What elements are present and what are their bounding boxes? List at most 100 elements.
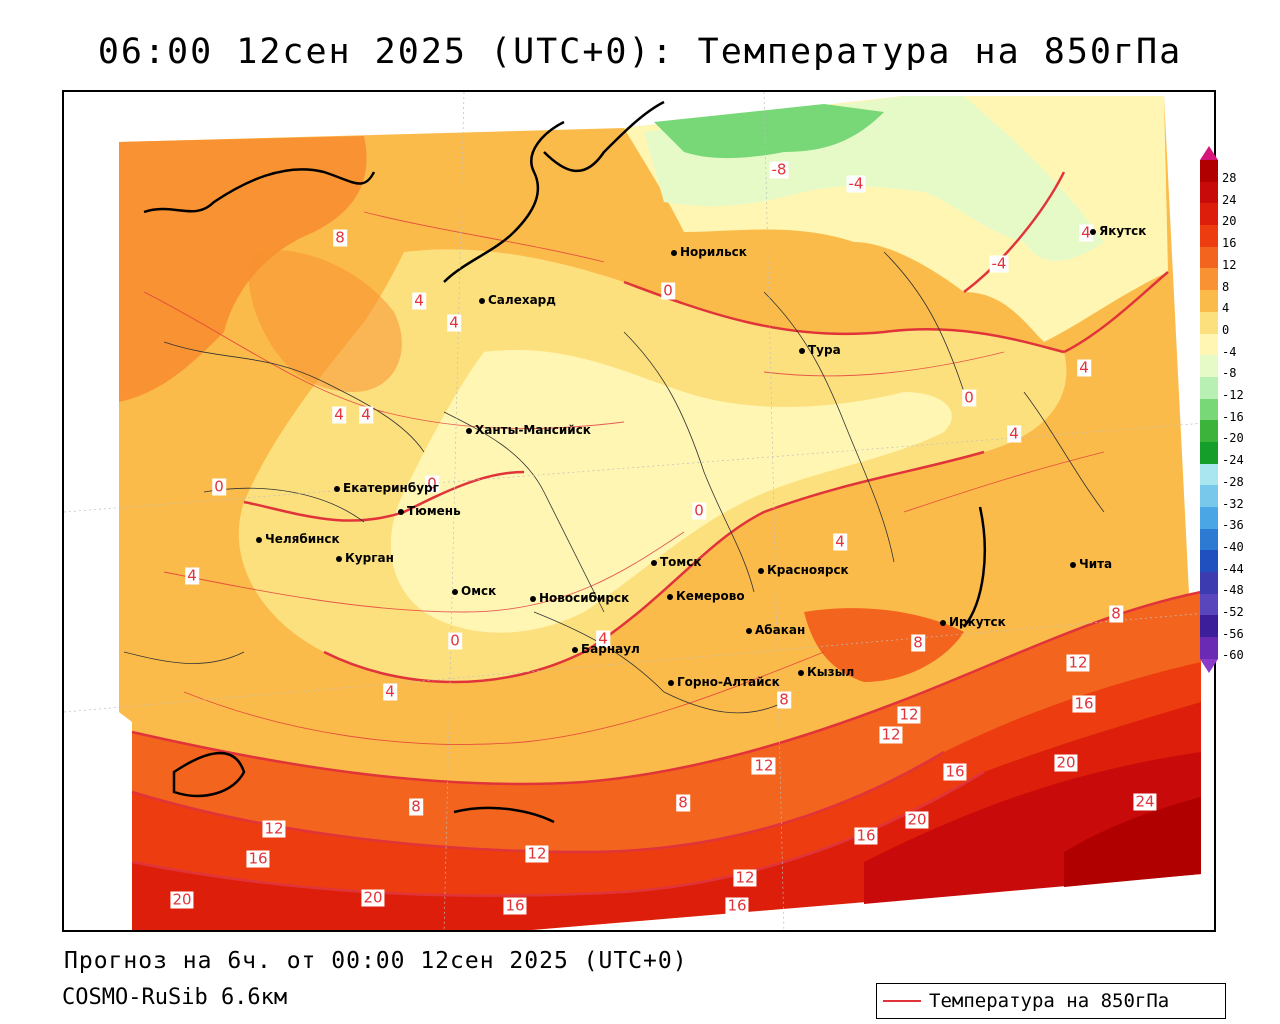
- colorbar-tick-label: 24: [1222, 192, 1237, 207]
- city-label: Иркутск: [940, 615, 1006, 629]
- colorbar-swatch: [1200, 441, 1218, 464]
- contour-label: 4: [412, 291, 426, 310]
- contour-label: 0: [212, 477, 226, 496]
- contour-label: 12: [879, 725, 903, 744]
- colorbar-tick-label: 12: [1222, 257, 1237, 272]
- city-label: Барнаул: [572, 642, 640, 656]
- contour-label: 4: [447, 313, 461, 332]
- colorbar-swatch: [1200, 160, 1218, 182]
- contour-label: 4: [359, 405, 373, 424]
- colorbar-swatch: [1200, 290, 1218, 312]
- colorbar-swatch: [1200, 463, 1218, 486]
- colorbar-tick-label: -8: [1222, 366, 1237, 381]
- contour-label: 0: [448, 631, 462, 650]
- city-label: Горно-Алтайск: [668, 675, 780, 689]
- city-label: Омск: [452, 584, 496, 598]
- city-label: Курган: [336, 551, 394, 565]
- contour-label: 12: [733, 868, 757, 887]
- colorbar-swatch: [1200, 246, 1218, 269]
- map-canvas: [64, 92, 1214, 930]
- city-label: Чита: [1070, 557, 1112, 571]
- ural-warm-patch: [248, 250, 402, 392]
- contour-label: 16: [725, 896, 749, 915]
- contour-label: 20: [170, 890, 194, 909]
- contour-label: 24: [1133, 792, 1157, 811]
- model-name: COSMO-RuSib 6.6км: [62, 985, 288, 1010]
- contour-label: 0: [962, 388, 976, 407]
- colorbar-swatch: [1200, 333, 1218, 356]
- colorbar-tick-label: -40: [1222, 539, 1244, 554]
- contour-label: 8: [1109, 604, 1123, 623]
- colorbar-tick-label: -12: [1222, 388, 1244, 402]
- colorbar-tick-label: 4: [1222, 301, 1230, 316]
- colorbar-tick-label: -56: [1222, 626, 1244, 641]
- city-label: Челябинск: [256, 532, 340, 546]
- contour-label: 20: [905, 810, 929, 829]
- city-label: Абакан: [746, 623, 805, 637]
- colorbar-swatch: [1200, 550, 1218, 573]
- contour-label: 16: [1072, 694, 1096, 713]
- colorbar-swatch: [1200, 528, 1218, 551]
- contour-label: 20: [1054, 753, 1078, 772]
- colorbar-tick-label: -36: [1222, 518, 1244, 533]
- city-label: Ханты-Мансийск: [466, 423, 591, 437]
- contour-label: 0: [661, 281, 675, 300]
- colorbar-tick-label: -20: [1222, 431, 1244, 446]
- colorbar-tick-label: 16: [1222, 236, 1237, 251]
- colorbar-swatch: [1200, 203, 1218, 226]
- city-label: Норильск: [671, 245, 747, 259]
- city-label: Кызыл: [798, 665, 854, 679]
- contour-label: 8: [777, 690, 791, 709]
- contour-label: 20: [361, 888, 385, 907]
- legend-line-swatch: [883, 1000, 921, 1002]
- colorbar-tick-label: -24: [1222, 453, 1244, 468]
- contour-label: -4: [989, 254, 1009, 273]
- colorbar-tick-label: 28: [1222, 171, 1237, 185]
- contour-label: 8: [409, 797, 423, 816]
- colorbar-swatch: [1200, 485, 1218, 507]
- page-title: 06:00 12сен 2025 (UTC+0): Температура на…: [97, 32, 1183, 72]
- colorbar-swatch: [1200, 376, 1218, 399]
- colorbar-tick-label: -48: [1222, 583, 1244, 598]
- contour-label: -4: [846, 174, 866, 193]
- colorbar-swatch: [1200, 268, 1218, 291]
- city-label: Салехард: [479, 293, 556, 307]
- city-label: Новосибирск: [530, 591, 629, 605]
- colorbar-swatches: [1200, 160, 1218, 659]
- colorbar-tick-label: 0: [1222, 322, 1230, 337]
- map-legend: Температура на 850гПа: [876, 983, 1226, 1019]
- contour-label: 4: [1007, 424, 1021, 443]
- contour-label: -8: [769, 160, 789, 179]
- colorbar-swatch: [1200, 637, 1218, 659]
- colorbar-swatch: [1200, 225, 1218, 247]
- contour-label: 4: [383, 682, 397, 701]
- contour-label: 16: [246, 849, 270, 868]
- contour-label: 8: [333, 228, 347, 247]
- colorbar-tick-label: 20: [1222, 214, 1237, 229]
- contour-label: 4: [185, 566, 199, 585]
- colorbar-tick-label: -52: [1222, 605, 1244, 619]
- city-label: Тура: [799, 343, 841, 357]
- colorbar-swatch: [1200, 572, 1218, 594]
- contour-label: 12: [752, 756, 776, 775]
- colorbar-tick-label: -32: [1222, 496, 1244, 511]
- contour-label: 4: [833, 532, 847, 551]
- baikal-warm-zone: [804, 608, 964, 682]
- colorbar-tick-label: -44: [1222, 561, 1244, 576]
- contour-label: 12: [897, 705, 921, 724]
- colorbar-tick-label: -28: [1222, 474, 1244, 489]
- colorbar-swatch: [1200, 311, 1218, 334]
- legend-label: Температура на 850гПа: [929, 990, 1170, 1012]
- contour-label: 12: [525, 844, 549, 863]
- colorbar-tick-label: -4: [1222, 344, 1237, 359]
- west-warm-patch: [119, 136, 367, 402]
- colorbar: [1200, 146, 1218, 673]
- contour-label: 4: [1077, 358, 1091, 377]
- south-belt-24: [1064, 797, 1201, 887]
- contour-label: 0: [692, 501, 706, 520]
- contour-label: 8: [676, 793, 690, 812]
- contour-label: 8: [911, 633, 925, 652]
- coldest-region: [654, 104, 884, 159]
- temperature-map: -8 -4 -4 8 4 4 4 4 0 0 0 0 0 4 4 4 0 4 4…: [62, 90, 1216, 932]
- colorbar-top-arrow: [1200, 146, 1218, 160]
